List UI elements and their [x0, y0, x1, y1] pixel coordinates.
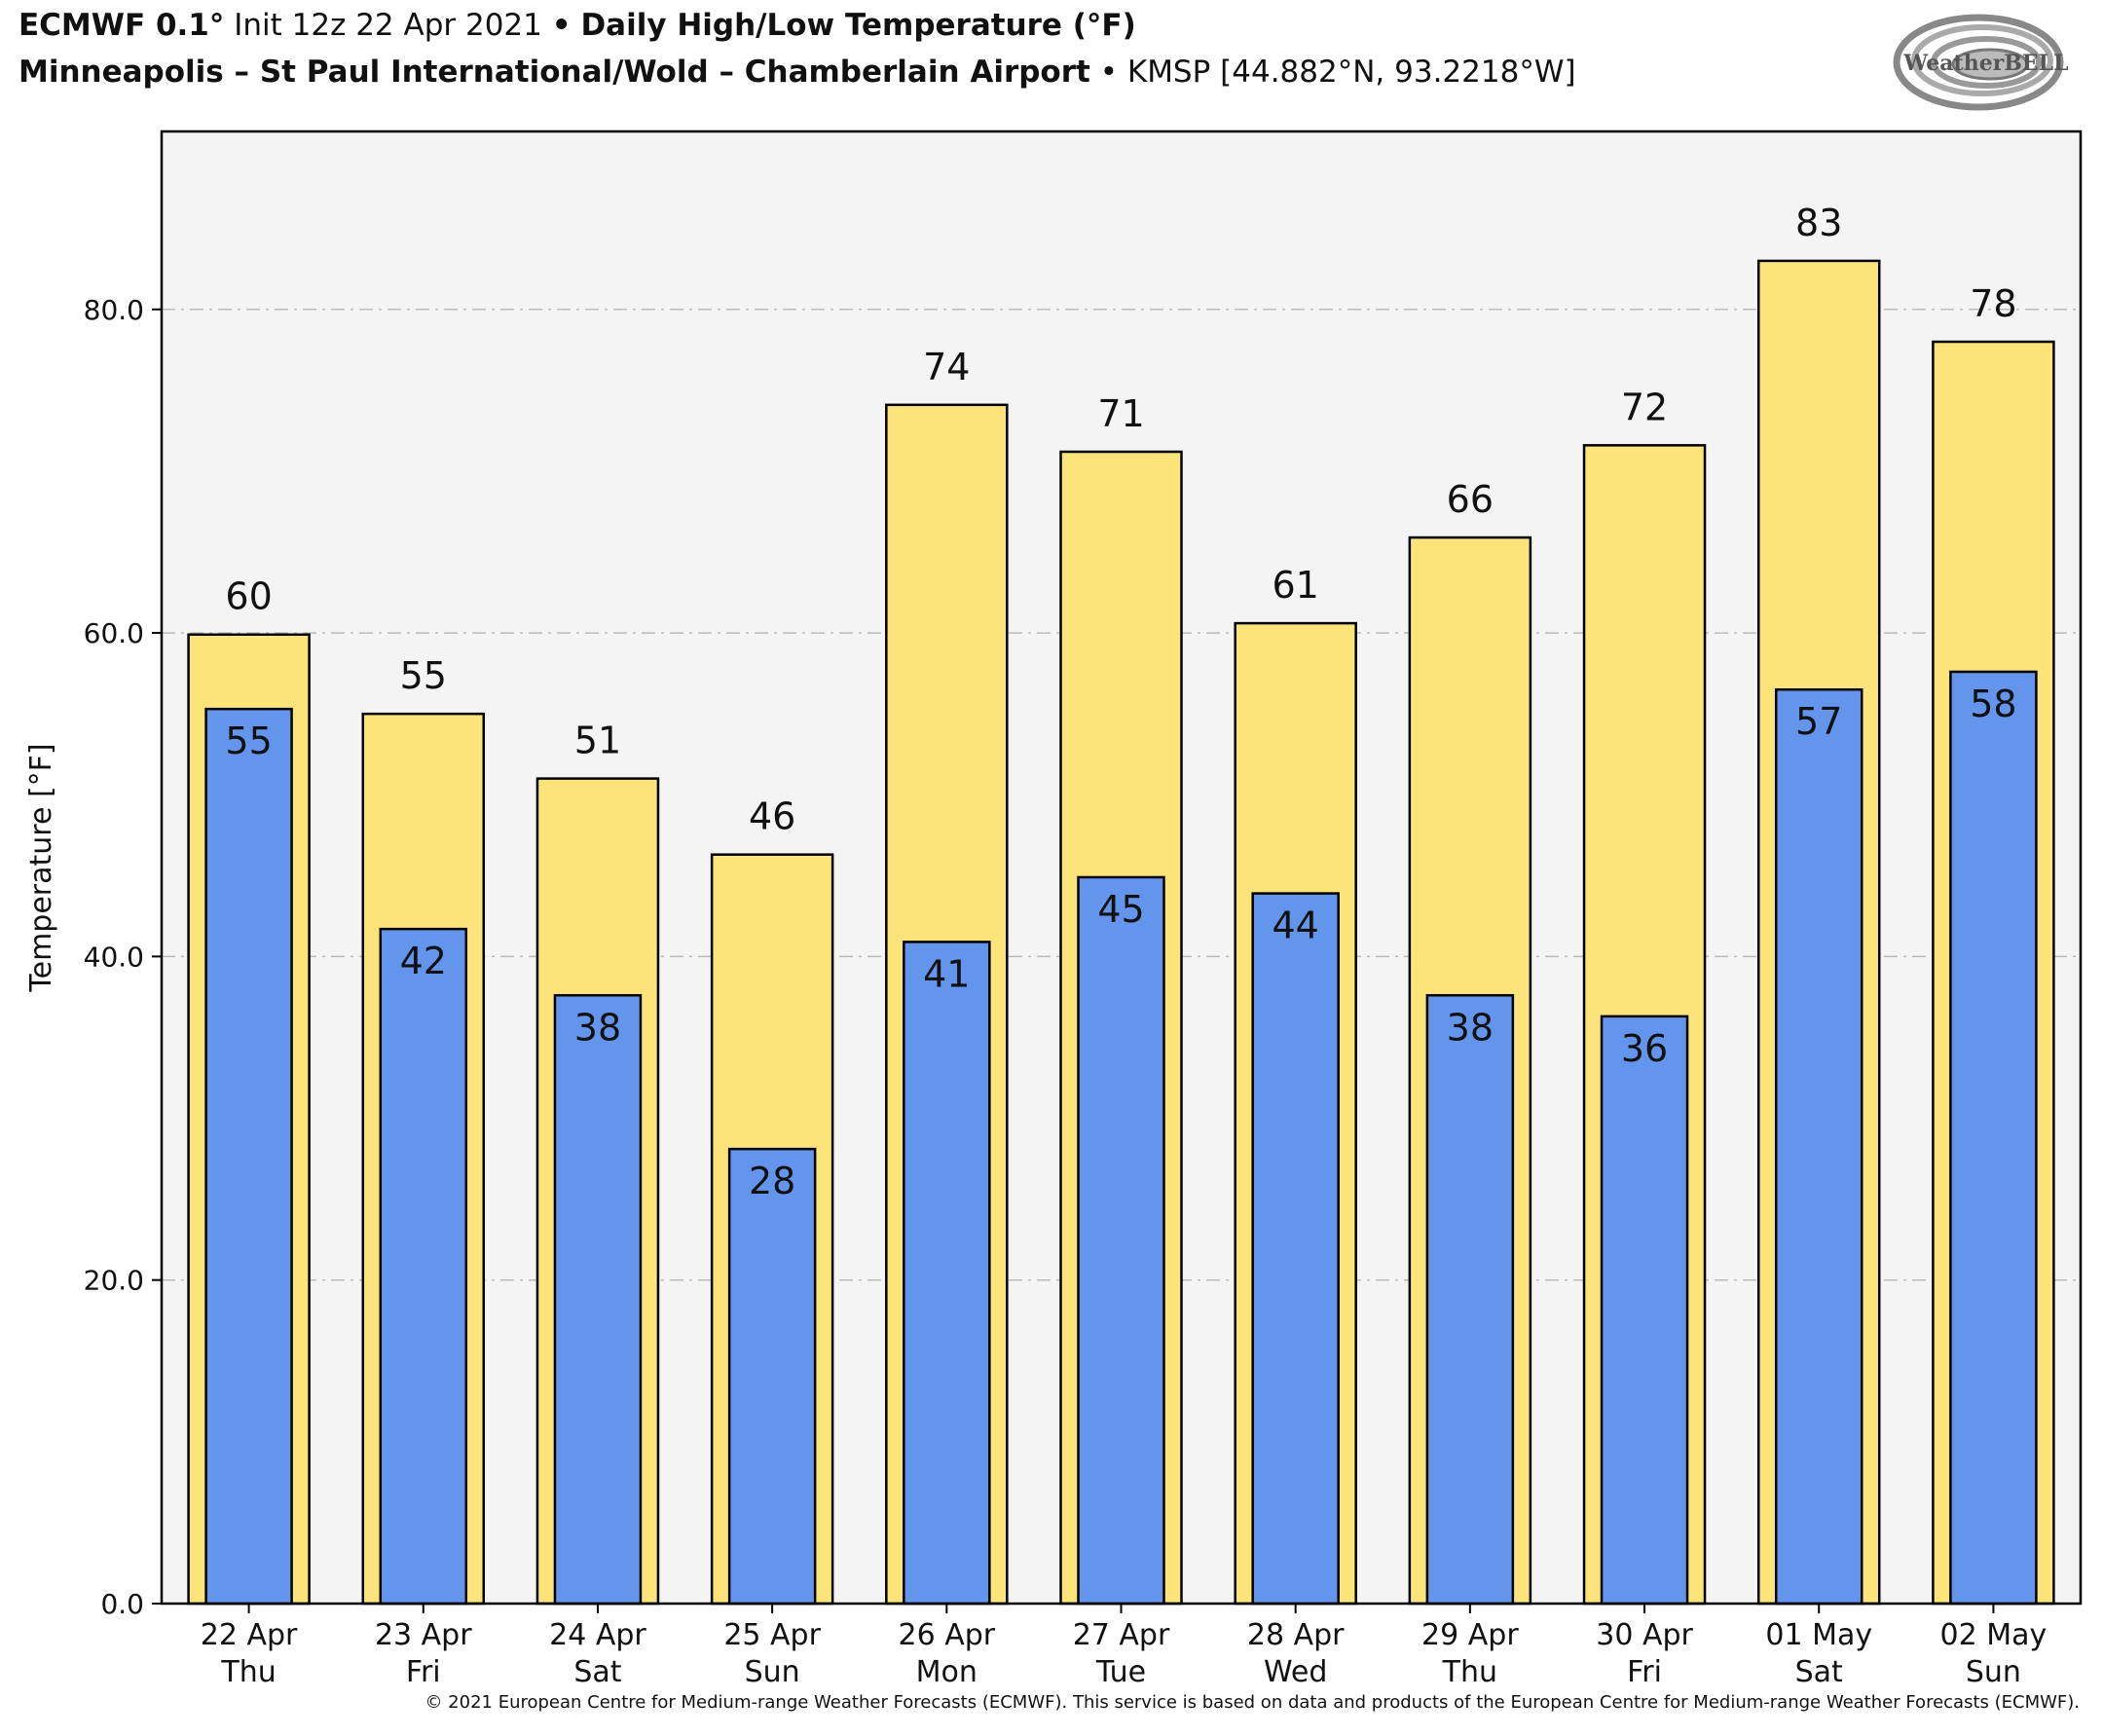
high-temp-label: 51	[574, 720, 621, 762]
product-name: Daily High/Low Temperature (°F)	[580, 8, 1136, 43]
low-temp-label: 45	[1097, 888, 1144, 931]
low-temp-bar	[379, 927, 468, 1606]
low-temp-label: 38	[574, 1006, 621, 1049]
low-temp-bar	[727, 1147, 817, 1606]
x-tick-date: 26 Apr	[899, 1618, 996, 1652]
x-tick-day: Tue	[1095, 1655, 1146, 1689]
high-temp-label: 66	[1447, 478, 1494, 521]
low-temp-bar	[204, 707, 293, 1606]
low-temp-label: 42	[400, 940, 447, 982]
x-tick-date: 27 Apr	[1073, 1618, 1170, 1652]
low-temp-label: 28	[749, 1160, 795, 1202]
x-tick-day: Wed	[1264, 1655, 1327, 1689]
separator-dot: •	[1099, 55, 1118, 90]
low-temp-bar	[1774, 687, 1863, 1606]
low-temp-bar	[1251, 892, 1340, 1606]
chart-subtitle: Minneapolis – St Paul International/Wold…	[18, 55, 1576, 90]
low-temp-bar	[1949, 670, 2038, 1606]
x-tick-date: 30 Apr	[1596, 1618, 1693, 1652]
x-tick-day: Sun	[745, 1655, 800, 1689]
y-tick-label: 0.0	[100, 1588, 144, 1620]
high-temp-label: 78	[1970, 282, 2016, 325]
high-temp-label: 60	[225, 575, 272, 618]
x-tick-date: 23 Apr	[375, 1618, 472, 1652]
low-temp-label: 38	[1447, 1006, 1494, 1049]
x-tick-day: Fri	[1627, 1655, 1662, 1689]
x-tick-day: Thu	[1442, 1655, 1497, 1689]
resolution-unit: °	[208, 8, 225, 43]
x-tick-date: 01 May	[1765, 1618, 1872, 1652]
low-temp-bar	[1600, 1015, 1689, 1606]
high-temp-label: 61	[1273, 564, 1319, 607]
high-temp-label: 72	[1621, 386, 1668, 428]
high-temp-label: 55	[400, 654, 447, 697]
swirl-logo-icon: WeatherBELL	[1893, 14, 2069, 111]
low-temp-bar	[1077, 875, 1165, 1606]
low-temp-label: 55	[225, 720, 272, 762]
x-tick-day: Sun	[1966, 1655, 2021, 1689]
high-temp-label: 71	[1097, 392, 1144, 435]
chart-title: ECMWF 0.1° Init 12z 22 Apr 2021 • Daily …	[18, 8, 1136, 43]
plot-frame	[160, 129, 2083, 1606]
model-name: ECMWF 0.1	[18, 8, 209, 43]
x-tick-date: 22 Apr	[201, 1618, 298, 1652]
low-temp-bar	[903, 941, 991, 1606]
high-temp-label: 74	[923, 346, 970, 388]
x-tick-day: Thu	[220, 1655, 276, 1689]
x-tick-day: Fri	[406, 1655, 441, 1689]
logo-text: WeatherBELL	[1902, 51, 2068, 76]
low-temp-label: 58	[1970, 683, 2016, 725]
y-tick-label: 80.0	[84, 294, 144, 326]
location-name: Minneapolis – St Paul International/Wold…	[18, 55, 1090, 90]
high-temp-label: 46	[749, 795, 795, 838]
x-tick-date: 28 Apr	[1247, 1618, 1345, 1652]
y-tick-label: 40.0	[84, 941, 144, 973]
low-temp-label: 36	[1621, 1027, 1668, 1070]
x-tick-day: Sat	[1795, 1655, 1843, 1689]
station-info: KMSP [44.882°N, 93.2218°W]	[1126, 55, 1576, 90]
low-temp-label: 44	[1273, 905, 1319, 947]
separator-dot: •	[551, 8, 572, 43]
x-tick-date: 24 Apr	[549, 1618, 646, 1652]
x-tick-day: Sat	[573, 1655, 621, 1689]
low-temp-label: 41	[923, 952, 970, 995]
low-temp-bar	[553, 994, 643, 1606]
y-axis-label: Temperature [°F]	[24, 743, 58, 992]
y-tick-label: 20.0	[84, 1265, 144, 1297]
low-temp-bar	[1425, 994, 1515, 1606]
x-tick-date: 02 May	[1940, 1618, 2048, 1652]
x-tick-day: Mon	[916, 1655, 978, 1689]
high-temp-label: 83	[1795, 202, 1842, 244]
init-time: Init 12z 22 Apr 2021	[234, 8, 542, 43]
copyright-notice: © 2021 European Centre for Medium-range …	[424, 1692, 2080, 1713]
x-tick-date: 29 Apr	[1421, 1618, 1519, 1652]
low-temp-label: 57	[1795, 700, 1842, 743]
y-tick-label: 60.0	[84, 617, 144, 649]
x-tick-date: 25 Apr	[723, 1618, 821, 1652]
